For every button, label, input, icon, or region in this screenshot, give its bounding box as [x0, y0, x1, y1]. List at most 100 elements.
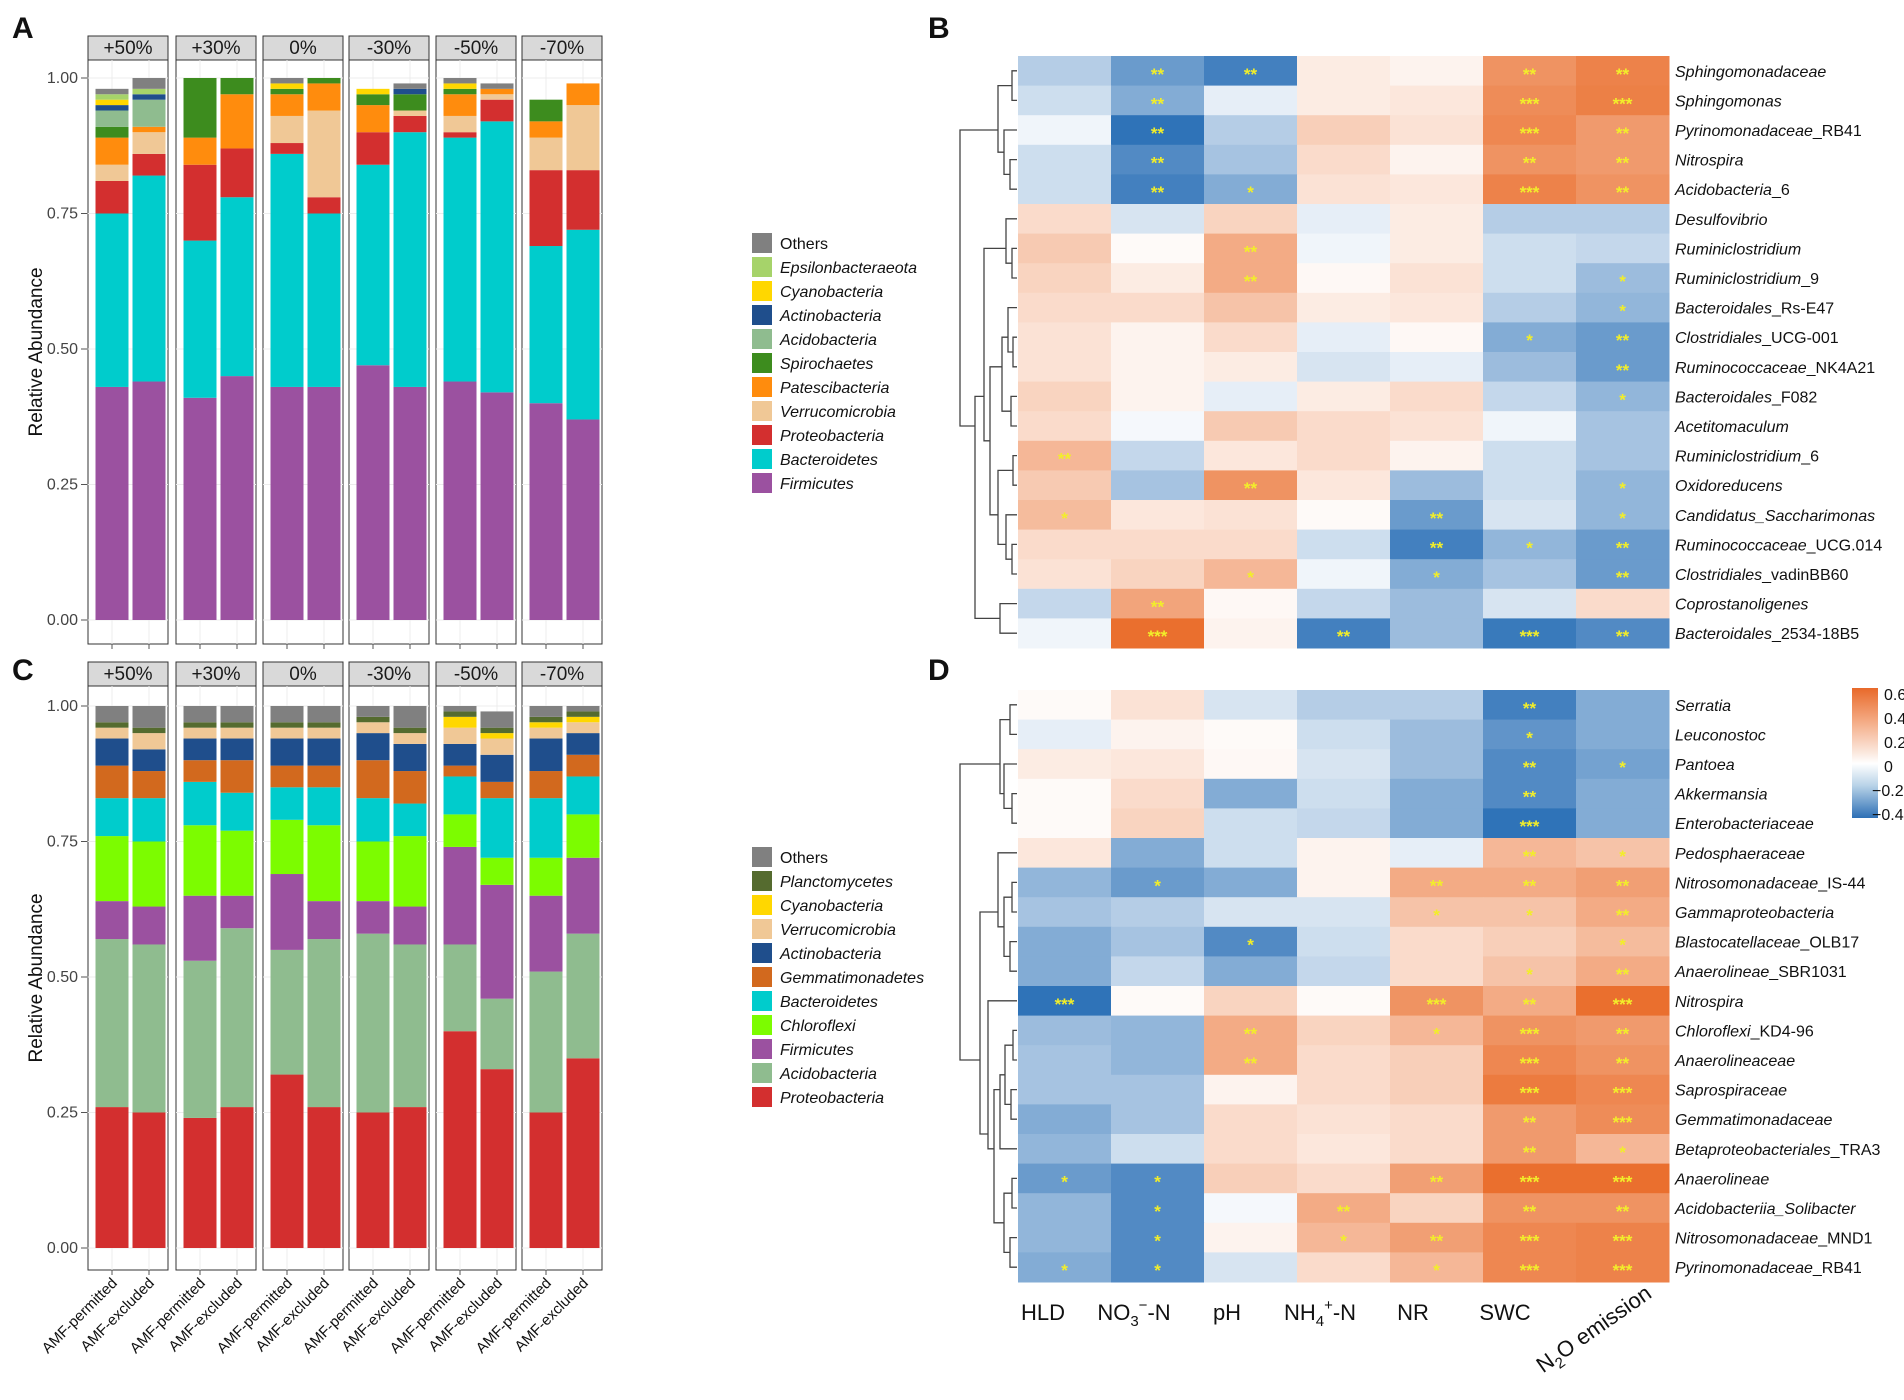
row-label-saprospiraceae: Saprospiraceae	[1675, 1083, 1787, 1100]
heatmap-cell-bacteroidales-rs-e47-nr	[1390, 292, 1484, 323]
heatmap-cell-gammaproteobacteria-swc	[1483, 897, 1577, 928]
bar-segment-verrucomicrobia	[270, 727, 304, 739]
bar-segment-firmicutes	[480, 884, 514, 999]
bar-segment-actinobacteria	[220, 738, 254, 761]
significance-stars: *	[1340, 1232, 1347, 1251]
heatmap-cell-chloroflexi-kd4-96-nh4-n	[1297, 1015, 1391, 1046]
bar-segment-verrucomicrobia	[393, 733, 427, 744]
heatmap-cell-clostridiales-ucg-001-nr	[1390, 322, 1484, 353]
bar-segment-proteobacteria	[443, 1031, 477, 1248]
bar-segment-actinobacteria	[95, 105, 129, 111]
heatmap-cell-gammaproteobacteria-ph	[1204, 897, 1298, 928]
significance-stars: *	[1061, 1172, 1068, 1191]
stacked-bar-amf-excluded	[220, 78, 254, 620]
bar-segment-bacteroidetes	[480, 121, 514, 393]
significance-stars: **	[1151, 124, 1165, 143]
legend-label-gemmatimonadetes: Gemmatimonadetes	[780, 970, 924, 987]
panel-d-heatmap: ***** ******** ** ** ** *** * *** ** ***** *** ** **…	[959, 690, 1881, 1283]
row-label-ruminococcaceae-ucg-014: Ruminococcaceae_UCG.014	[1675, 537, 1882, 554]
y-axis-title: Relative Abundance	[26, 267, 47, 436]
heatmap-cell-ruminiclostridium-9-nh4-n	[1297, 263, 1391, 294]
row-label-pyrinomonadaceae-rb41: Pyrinomonadaceae_RB41	[1675, 123, 1862, 140]
y-tick-label: 0.25	[47, 1105, 78, 1122]
heatmap-cell-desulfovibrio-swc	[1483, 204, 1577, 235]
heatmap-cell-akkermansia-swc	[1483, 778, 1577, 809]
bar-segment-spirochaetes	[529, 99, 563, 122]
bar-segment-verrucomicrobia	[480, 94, 514, 100]
colorbar-tick: 0.2	[1884, 735, 1904, 752]
bar-segment-acidobacteria	[270, 949, 304, 1075]
facet-strip	[348, 35, 430, 61]
heatmap-cell-chloroflexi-kd4-96-nr	[1390, 1015, 1484, 1046]
facet-strip	[435, 661, 517, 687]
bar-segment-verrucomicrobia	[270, 115, 304, 144]
heatmap-cell-chloroflexi-kd4-96-n2o-emission	[1576, 1015, 1670, 1046]
significance-stars: *	[1619, 936, 1626, 955]
row-label-chloroflexi-kd4-96: Chloroflexi_KD4-96	[1675, 1023, 1814, 1040]
bar-segment-actinobacteria	[393, 743, 427, 772]
bar-segment-verrucomicrobia	[443, 115, 477, 133]
legend-label-bacteroidetes: Bacteroidetes	[780, 994, 878, 1011]
bar-segment-actinobacteria	[270, 738, 304, 766]
facet-strip	[262, 661, 344, 687]
bar-segment-actinobacteria	[183, 738, 217, 761]
panel-b-heatmap: ** ** ** **** *** ***** *** **** ** **** * *** *****…	[959, 56, 1882, 649]
heatmap-cell-nitrospira-n2o-emission	[1576, 986, 1670, 1017]
heatmap-cell-acetitomaculum-n2o-emission	[1576, 411, 1670, 442]
heatmap-cell-oxidoreducens-nr	[1390, 470, 1484, 501]
dendrogram-branch	[959, 129, 998, 427]
bar-segment-patescibacteria	[529, 121, 563, 138]
bar-segment-acidobacteria	[132, 99, 166, 127]
legend-label-others: Others	[780, 236, 828, 253]
heatmap-cell-ruminococcaceae-nk4a21-ph	[1204, 352, 1298, 383]
dendrogram-branch	[999, 718, 1010, 795]
heatmap-cell-pedosphaeraceae-no3-n	[1111, 838, 1205, 869]
stacked-bar-amf-excluded	[393, 706, 427, 1248]
stacked-bar-amf-permitted	[183, 706, 217, 1248]
row-label-coprostanoligenes: Coprostanoligenes	[1675, 597, 1808, 614]
bar-segment-chloroflexi	[95, 836, 129, 902]
y-tick-label: 0.50	[47, 969, 78, 986]
heatmap-cell-sphingomonadaceae-hld	[1018, 56, 1112, 87]
legend-label-spirochaetes: Spirochaetes	[780, 356, 873, 373]
bar-segment-cyanobacteria	[529, 722, 563, 728]
stacked-bar-amf-excluded	[220, 706, 254, 1248]
heatmap-cell-ruminiclostridium-6-nr	[1390, 440, 1484, 471]
significance-stars: *	[1433, 1261, 1440, 1280]
heatmap-cell-chloroflexi-kd4-96-ph	[1204, 1015, 1298, 1046]
bar-segment-others	[183, 706, 217, 723]
legend-swatch-gemmatimonadetes	[752, 967, 772, 987]
heatmap-cell-akkermansia-hld	[1018, 778, 1112, 809]
heatmap-cell-oxidoreducens-ph	[1204, 470, 1298, 501]
bar-segment-verrucomicrobia	[443, 727, 477, 744]
x-label-hld: HLD	[1021, 1300, 1065, 1325]
significance-stars: ***	[1520, 1084, 1540, 1103]
legend-swatch-bacteroidetes	[752, 991, 772, 1011]
heatmap-cell-betaproteobacteriales-tra3-n2o-emission	[1576, 1134, 1670, 1165]
row-label-ruminiclostridium: Ruminiclostridium	[1675, 241, 1801, 258]
colorbar: 0.6 0.4 0.2 0 −0.2 −0.4	[1852, 687, 1904, 824]
heatmap-cell-acidobacteriia-solibacter-nh4-n	[1297, 1193, 1391, 1224]
bar-segment-firmicutes	[220, 895, 254, 929]
legend-label-epsilonbacteraeota: Epsilonbacteraeota	[780, 260, 917, 277]
heatmap-cell-ruminococcaceae-nk4a21-n2o-emission	[1576, 352, 1670, 383]
row-label-leuconostoc: Leuconostoc	[1675, 727, 1766, 744]
heatmap-cell-acetitomaculum-nh4-n	[1297, 411, 1391, 442]
heatmap-cell-gemmatimonadaceae-swc	[1483, 1104, 1577, 1135]
legend-swatch-acidobacteria	[752, 329, 772, 349]
heatmap-cell-sphingomonas-no3-n	[1111, 85, 1205, 116]
heatmap-cell-bacteroidales-2534-18b5-swc	[1483, 618, 1577, 649]
stacked-bar-amf-permitted	[270, 78, 304, 620]
significance-stars: ***	[1520, 1024, 1540, 1043]
bar-segment-bacteroidetes	[443, 776, 477, 815]
significance-stars: **	[1244, 242, 1258, 261]
heatmap-cell-ruminococcaceae-nk4a21-nh4-n	[1297, 352, 1391, 383]
bar-segment-actinobacteria	[307, 738, 341, 766]
significance-stars: **	[1430, 538, 1444, 557]
significance-stars: ***	[1613, 1232, 1633, 1251]
significance-stars: **	[1523, 154, 1537, 173]
heatmap-cell-blastocatellaceae-olb17-ph	[1204, 926, 1298, 957]
stacked-bar-amf-permitted	[443, 78, 477, 620]
bar-segment-planctomycetes	[443, 711, 477, 717]
row-label-anaerolineae-sbr1031: Anaerolineae_SBR1031	[1674, 964, 1847, 981]
